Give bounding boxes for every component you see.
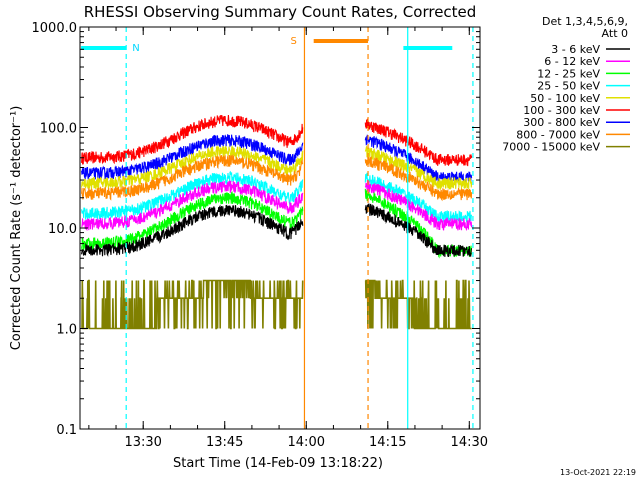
- series-line-7000_15000keV-seg0: [81, 279, 304, 330]
- series-line-3_6keV-seg1: [364, 203, 473, 258]
- series-line-6_12keV-seg0: [81, 180, 304, 232]
- x-axis-label: Start Time (14-Feb-09 13:18:22): [173, 456, 383, 471]
- legend-detector-info-1: Att 0: [602, 27, 628, 40]
- y-tick-label-4: 1000.0: [32, 21, 78, 36]
- series-line-7000_15000keV-seg1: [364, 279, 472, 330]
- series-line-50_100keV-seg1: [364, 146, 473, 190]
- legend-detector-info-0: Det 1,3,4,5,6,9,: [542, 15, 628, 28]
- legend-label-3: 25 - 50 keV: [537, 80, 600, 93]
- series-line-50_100keV-seg0: [81, 145, 304, 190]
- y-tick-label-3: 100.0: [40, 122, 77, 137]
- series-line-6_12keV-seg1: [364, 179, 473, 232]
- x-tick-label-3: 14:15: [369, 435, 406, 450]
- series-line-100_300keV-seg1: [364, 118, 473, 167]
- legend-label-4: 50 - 100 keV: [530, 92, 600, 105]
- legend-label-2: 12 - 25 keV: [537, 67, 600, 80]
- legend-label-5: 100 - 300 keV: [523, 104, 600, 117]
- y-axis-label: Corrected Count Rate (s⁻¹ detector⁻¹): [9, 106, 24, 351]
- legend-label-0: 3 - 6 keV: [551, 43, 600, 56]
- series-line-12_25keV-seg0: [81, 191, 304, 251]
- x-tick-label-2: 14:00: [288, 435, 325, 450]
- legend-label-6: 300 - 800 keV: [523, 116, 600, 129]
- footer-timestamp: 13-Oct-2021 22:19: [560, 468, 636, 477]
- series-line-100_300keV-seg0: [81, 114, 304, 166]
- series-line-800_7000keV-seg0: [81, 153, 304, 201]
- series-line-25_50keV-seg0: [81, 170, 304, 221]
- legend-label-7: 800 - 7000 keV: [516, 128, 600, 141]
- series-line-800_7000keV-seg1: [364, 156, 473, 202]
- legend-label-8: 7000 - 15000 keV: [502, 141, 600, 154]
- annotation-s: S: [290, 36, 296, 47]
- axes: 0.1 1.0 10.0 100.0 1000.0 13:30 13:45 14:00 14:1…: [32, 21, 489, 450]
- x-tick-label-4: 14:30: [451, 435, 488, 450]
- annotation-n: N: [132, 43, 139, 54]
- y-tick-label-0: 0.1: [56, 423, 77, 438]
- series-line-3_6keV-seg0: [81, 204, 304, 257]
- y-tick-label-1: 1.0: [56, 323, 77, 338]
- y-tick-label-2: 10.0: [48, 222, 77, 237]
- chart-title: RHESSI Observing Summary Count Rates, Co…: [84, 3, 477, 21]
- plot-area: NS: [81, 27, 474, 429]
- series-line-300_800keV-seg0: [81, 134, 304, 181]
- legend-label-1: 6 - 12 keV: [544, 55, 600, 68]
- x-tick-label-1: 13:45: [206, 435, 243, 450]
- x-tick-label-0: 13:30: [124, 435, 161, 450]
